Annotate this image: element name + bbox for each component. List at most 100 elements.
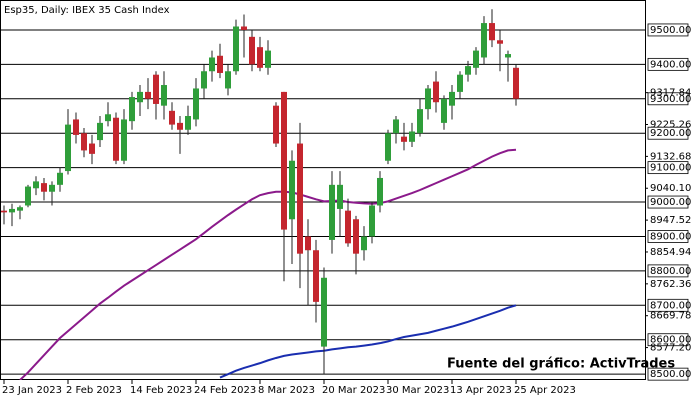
x-tick-label: 25 Apr 2023 — [514, 385, 576, 396]
candle-body — [249, 36, 255, 65]
candle-body — [97, 122, 103, 141]
level-label: 8900.00 — [650, 231, 691, 242]
candle-body — [193, 88, 199, 120]
level-label-box — [647, 161, 689, 175]
y-tick-label: 8577.20 — [650, 343, 691, 354]
level-label-box — [647, 230, 689, 243]
level-label: 9400.00 — [650, 59, 691, 70]
candle-body — [313, 250, 319, 302]
x-tick-label: 20 Mar 2023 — [322, 385, 385, 396]
candle-body — [89, 143, 95, 154]
level-label-box — [647, 195, 689, 209]
candle-body — [481, 23, 487, 58]
candle-body — [353, 219, 359, 254]
candle-body — [49, 184, 55, 192]
candle-body — [225, 71, 231, 89]
y-tick-label: 8762.36 — [650, 279, 691, 290]
candle-body — [305, 236, 311, 251]
x-tick-label: 8 Mar 2023 — [258, 385, 315, 396]
y-tick-label: 9132.68 — [650, 151, 691, 162]
level-label: 9000.00 — [650, 197, 691, 208]
candle-body — [513, 67, 519, 99]
candle-body — [25, 186, 31, 206]
x-tick-label: 23 Jan 2023 — [2, 385, 62, 396]
candle-body — [257, 47, 263, 68]
candle-body — [385, 133, 391, 161]
level-label-box — [647, 333, 689, 347]
y-tick-label: 9040.10 — [650, 183, 691, 194]
candle-body — [441, 98, 447, 123]
level-label-box — [647, 92, 689, 106]
x-tick-label: 13 Apr 2023 — [450, 385, 512, 396]
level-label: 9300.00 — [650, 94, 691, 105]
candle-body — [265, 50, 271, 68]
candle-body — [169, 110, 175, 125]
candle-body — [369, 205, 375, 237]
candle-body — [41, 183, 47, 192]
candle-body — [121, 119, 127, 161]
candle-body — [345, 210, 351, 244]
level-label-box — [647, 126, 689, 140]
candle-body — [137, 91, 143, 103]
candle-body — [1, 210, 7, 213]
x-tick-label: 2 Feb 2023 — [66, 385, 122, 396]
candle-body — [185, 115, 191, 130]
candle-body — [321, 277, 327, 347]
y-tick-label: 8947.52 — [650, 215, 691, 226]
candle-body — [17, 207, 23, 211]
candle-body — [153, 74, 159, 104]
average-line — [219, 304, 517, 379]
candle-body — [57, 172, 63, 185]
candle-body — [297, 143, 303, 254]
candle-body — [489, 23, 495, 41]
level-label-box — [647, 264, 689, 278]
plot-area — [1, 9, 519, 380]
source-annotation: Fuente del gráfico: ActivTrades — [447, 357, 675, 372]
candle-body — [505, 54, 511, 58]
x-tick-label: 24 Feb 2023 — [194, 385, 256, 396]
candle-body — [161, 85, 167, 106]
candle-body — [433, 81, 439, 103]
y-tick-label: 8854.94 — [650, 247, 691, 258]
candle-body — [393, 119, 399, 134]
candle-body — [473, 50, 479, 68]
level-label: 8600.00 — [650, 335, 691, 346]
candle-body — [449, 91, 455, 106]
candle-body — [177, 122, 183, 130]
level-label-box — [647, 23, 689, 37]
candle-body — [33, 181, 39, 189]
candle-body — [377, 177, 383, 206]
candle-body — [241, 26, 247, 30]
level-label: 9500.00 — [650, 25, 691, 36]
level-label: 8700.00 — [650, 300, 691, 311]
candle-body — [361, 236, 367, 251]
level-label-box — [647, 367, 689, 381]
level-label: 9200.00 — [650, 128, 691, 139]
x-tick-label: 30 Mar 2023 — [386, 385, 449, 396]
candle-body — [425, 88, 431, 110]
x-tick-label: 14 Feb 2023 — [130, 385, 192, 396]
candle-body — [145, 91, 151, 99]
candle-body — [273, 105, 279, 144]
level-label: 9100.00 — [650, 163, 691, 174]
chart-title: Esp35, Daily: IBEX 35 Cash Index — [4, 5, 170, 16]
candle-body — [81, 133, 87, 151]
level-label: 8500.00 — [650, 369, 691, 380]
candle-body — [497, 40, 503, 44]
candle-body — [73, 119, 79, 135]
y-tick-label: 9225.26 — [650, 120, 691, 131]
candle-body — [401, 136, 407, 142]
y-tick-label: 8669.78 — [650, 311, 691, 322]
candle-body — [129, 97, 135, 122]
candle-body — [113, 117, 119, 161]
candle-body — [329, 184, 335, 240]
candle-body — [201, 71, 207, 89]
candle-body — [457, 74, 463, 92]
level-label-box — [647, 57, 689, 71]
average-line — [19, 148, 517, 380]
candle-body — [281, 91, 287, 230]
candle-body — [209, 57, 215, 72]
y-tick-label: 9317.84 — [650, 88, 691, 99]
candle-body — [65, 124, 71, 172]
